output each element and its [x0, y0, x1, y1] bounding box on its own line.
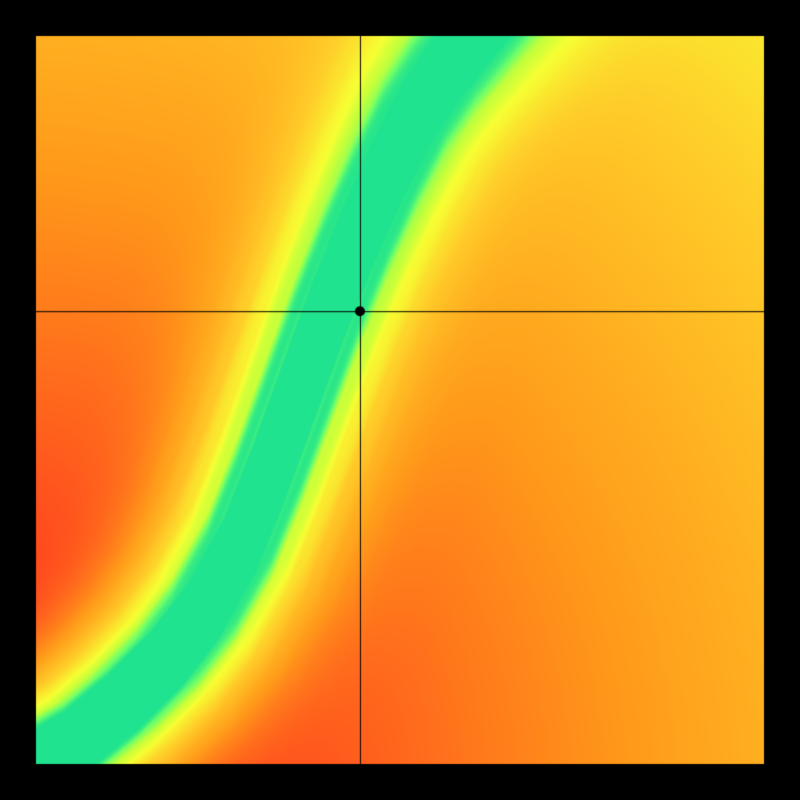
- heatmap-canvas: [0, 0, 800, 800]
- chart-frame: TheBottleneck.com: [0, 0, 800, 800]
